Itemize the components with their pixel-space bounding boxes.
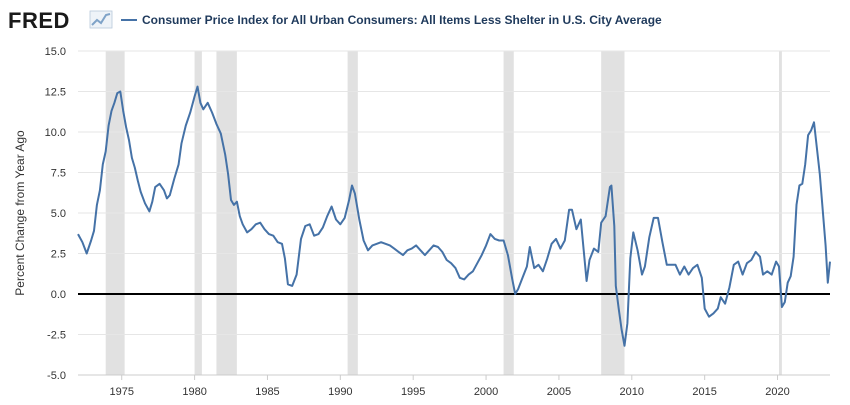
legend-label: Consumer Price Index for All Urban Consu…	[142, 13, 662, 27]
y-tick-label: 2.5	[51, 249, 66, 261]
y-tick-label: 12.5	[45, 87, 66, 99]
y-tick-label: 15.0	[45, 46, 66, 58]
x-tick-label: 2020	[765, 386, 789, 398]
legend: Consumer Price Index for All Urban Consu…	[121, 13, 662, 27]
y-axis-label: Percent Change from Year Ago	[13, 130, 27, 296]
fred-logo[interactable]: FRED	[8, 8, 113, 33]
y-tick-label: -2.5	[47, 330, 66, 342]
x-axis-ticks: 1975 1980 1985 1990 1995 2000 2005 2010 2015 2020	[78, 374, 830, 398]
trend-chart-icon	[89, 10, 113, 29]
x-tick-label: 2015	[692, 386, 716, 398]
x-tick-label: 1985	[255, 386, 279, 398]
x-tick-label: 1975	[109, 386, 133, 398]
x-tick-label: 2010	[620, 386, 644, 398]
x-tick-label: 1980	[182, 386, 206, 398]
y-tick-label: 7.5	[51, 168, 66, 180]
y-tick-label: 0.0	[51, 289, 66, 301]
y-tick-label: 10.0	[45, 127, 66, 139]
y-tick-label: -5.0	[47, 370, 66, 382]
x-tick-label: 2000	[474, 386, 498, 398]
y-tick-label: 5.0	[51, 208, 66, 220]
gridlines	[78, 50, 830, 376]
x-tick-label: 1990	[328, 386, 352, 398]
series-line[interactable]	[77, 85, 831, 347]
y-axis-ticks: 15.0 12.5 10.0 7.5 5.0 2.5 0.0 -2.5 -5.0	[45, 46, 66, 382]
fred-logo-text: FRED	[8, 8, 70, 33]
x-tick-label: 2005	[547, 386, 571, 398]
x-tick-label: 1995	[401, 386, 425, 398]
